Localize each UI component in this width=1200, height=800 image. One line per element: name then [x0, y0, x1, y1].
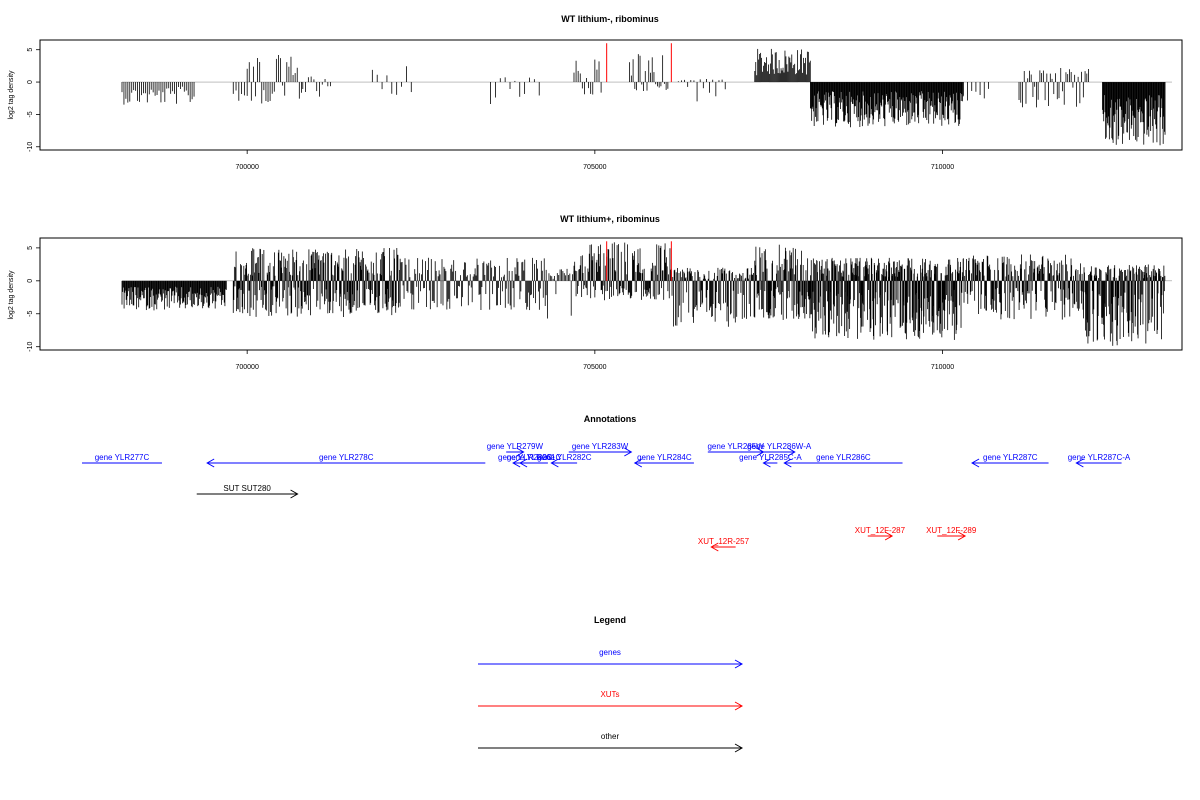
- annotation-feature: gene YLR287C: [971, 453, 1049, 468]
- feature-label: gene YLR277C: [95, 453, 150, 462]
- feature-label: gene YLR285C-A: [739, 453, 802, 462]
- feature-label: gene YLR286W-A: [747, 442, 812, 451]
- arrow-head: [710, 542, 719, 552]
- arrow-head: [519, 458, 528, 468]
- feature-layer: gene YLR277C gene YLR278C gene YLR279W gene…: [82, 442, 1131, 552]
- legend-label: other: [601, 732, 620, 741]
- x-tick-label: 700000: [235, 364, 258, 371]
- feature-label: gene YLR284C: [637, 453, 692, 462]
- arrow-head: [206, 458, 215, 468]
- annotation-feature: SUT SUT280: [196, 484, 299, 499]
- legend-arrow: [734, 659, 744, 669]
- feature-label: gene YLR286C: [816, 453, 871, 462]
- axes-layer: 5 0 -5 -10 700000 705000 710000: [27, 237, 1183, 371]
- y-tick-label: -5: [27, 311, 34, 317]
- arrow-head: [762, 458, 771, 468]
- bars-layer: [121, 43, 1172, 146]
- arrow-head: [971, 458, 980, 468]
- axes-layer: 5 0 -5 -10 700000 705000 710000: [27, 39, 1183, 171]
- annotation-feature: gene YLR285C-A: [739, 453, 802, 468]
- arrow-head: [633, 458, 643, 468]
- arrow-head: [516, 447, 525, 457]
- y-tick-label: 0: [27, 279, 34, 283]
- panel-title: WT lithium-, ribominus: [561, 14, 659, 24]
- arrow-head: [884, 531, 894, 541]
- feature-label: gene YLR281C: [507, 453, 562, 462]
- y-tick-label: 5: [27, 246, 34, 250]
- panel-title: WT lithium+, ribominus: [560, 214, 660, 224]
- plot-frame: [39, 39, 1183, 151]
- density-panel-lithium-plus: WT lithium+, ribominus log2 tag density …: [8, 214, 1183, 371]
- arrow-head: [957, 531, 967, 541]
- legend-title: Legend: [594, 615, 626, 625]
- arrow-head: [550, 458, 559, 468]
- feature-label: gene YLR283W: [572, 442, 629, 451]
- legend-label: genes: [599, 648, 621, 657]
- feature-label: XUT_12F-289: [926, 526, 977, 535]
- feature-label: gene YLR282C: [537, 453, 592, 462]
- x-tick-label: 710000: [931, 364, 954, 371]
- x-tick-label: 705000: [583, 164, 606, 171]
- legend-item: XUTs: [478, 690, 744, 711]
- legend-arrow: [734, 743, 744, 753]
- feature-label: gene YLR280C: [498, 453, 553, 462]
- annotation-feature: gene YLR287C-A: [1068, 453, 1131, 468]
- feature-label: XUT_12F-287: [855, 526, 906, 535]
- annotation-feature: gene YLR281C: [507, 453, 562, 468]
- plot-frame: [39, 237, 1183, 351]
- y-tick-label: 0: [27, 80, 34, 84]
- arrow-head: [512, 458, 521, 468]
- arrow-head: [783, 458, 792, 468]
- y-axis-label: log2 tag density: [8, 70, 15, 120]
- y-tick-label: -10: [27, 142, 34, 152]
- legend: Legend genes XUTs other: [478, 615, 744, 753]
- annotation-feature: gene YLR286C: [783, 453, 903, 468]
- arrow-head: [787, 447, 796, 457]
- annotation-feature: gene YLR279W: [487, 442, 544, 457]
- y-tick-label: -5: [27, 111, 34, 117]
- feature-label: gene YLR285W: [707, 442, 764, 451]
- legend-item: other: [478, 732, 744, 753]
- legend-item: genes: [478, 648, 744, 669]
- legend-label: XUTs: [600, 690, 619, 699]
- annotation-feature: gene YLR286W-A: [747, 442, 812, 457]
- arrow-head: [1075, 458, 1084, 468]
- annotation-feature: gene YLR284C: [633, 453, 694, 468]
- y-tick-label: 5: [27, 48, 34, 52]
- feature-label: XUT_12R-257: [698, 537, 750, 546]
- feature-label: gene YLR287C: [983, 453, 1038, 462]
- annotation-feature: gene YLR283W: [568, 442, 633, 457]
- legend-items: genes XUTs other: [478, 648, 744, 753]
- annotation-feature: XUT_12F-287: [855, 526, 906, 541]
- feature-label: SUT SUT280: [223, 484, 271, 493]
- annotation-feature: gene YLR277C: [82, 453, 162, 464]
- feature-label: gene YLR279W: [487, 442, 544, 451]
- annotation-feature: gene YLR282C: [537, 453, 592, 468]
- x-tick-label: 705000: [583, 364, 606, 371]
- arrow-head: [624, 447, 633, 457]
- x-tick-label: 700000: [235, 164, 258, 171]
- legend-arrow: [734, 701, 744, 711]
- bars-layer: [121, 241, 1172, 346]
- annotation-feature: gene YLR278C: [206, 453, 486, 468]
- y-axis-label: log2 tag density: [8, 270, 15, 320]
- y-tick-label: -10: [27, 342, 34, 352]
- annotation-feature: XUT_12F-289: [926, 526, 977, 541]
- feature-label: gene YLR287C-A: [1068, 453, 1131, 462]
- feature-label: gene YLR278C: [319, 453, 374, 462]
- annotations-track: Annotations gene YLR277C gene YLR278Cgene…: [82, 414, 1131, 552]
- annotations-title: Annotations: [584, 414, 637, 424]
- density-panel-lithium-minus: WT lithium-, ribominus log2 tag density …: [8, 14, 1183, 171]
- x-tick-label: 710000: [931, 164, 954, 171]
- arrow-head: [290, 489, 299, 499]
- annotation-feature: XUT_12R-257: [698, 537, 750, 552]
